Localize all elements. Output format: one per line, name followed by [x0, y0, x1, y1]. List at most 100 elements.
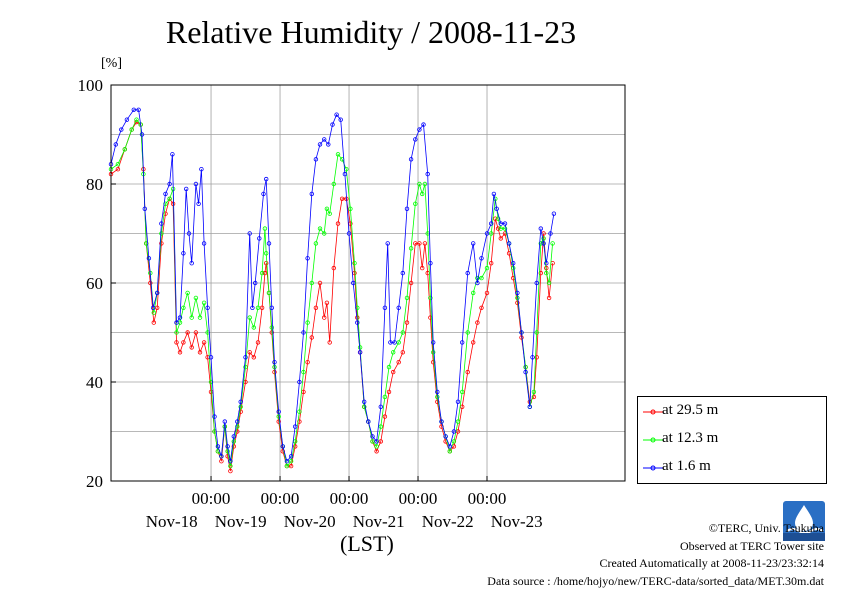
data-point — [425, 171, 430, 177]
data-point — [484, 231, 490, 236]
data-point — [259, 305, 265, 310]
data-point — [374, 439, 379, 444]
data-point — [484, 265, 490, 271]
data-point — [159, 231, 164, 236]
y-tick-label: 60 — [86, 274, 103, 293]
day-label: Nov-20 — [284, 512, 336, 531]
data-point — [183, 186, 189, 192]
data-point — [264, 261, 269, 266]
data-point — [280, 449, 285, 454]
data-point — [154, 290, 160, 296]
data-point — [413, 137, 418, 142]
data-point — [243, 355, 248, 360]
data-point — [495, 216, 501, 221]
data-point — [331, 265, 336, 271]
data-point — [370, 434, 375, 439]
data-point — [420, 265, 425, 271]
data-point — [391, 369, 396, 375]
data-point — [538, 270, 543, 276]
y-axis-unit: [%] — [101, 56, 122, 71]
data-point — [317, 226, 323, 231]
data-point — [550, 241, 555, 246]
data-point — [544, 270, 549, 276]
chart-title: Relative Humidity / 2008-11-23 — [165, 14, 577, 50]
data-point — [212, 414, 217, 419]
data-point — [170, 152, 175, 157]
data-point — [443, 434, 448, 439]
data-point — [471, 340, 476, 345]
data-point — [491, 191, 497, 197]
data-point — [154, 305, 160, 310]
data-point — [330, 122, 335, 127]
data-point — [541, 241, 546, 246]
data-point — [417, 181, 422, 187]
data-point — [439, 419, 444, 424]
data-point — [288, 463, 294, 469]
data-point — [167, 196, 172, 201]
data-point — [317, 280, 323, 286]
data-point — [378, 404, 383, 409]
data-point — [201, 241, 207, 246]
legend-marker — [643, 465, 663, 471]
data-point — [326, 142, 331, 147]
data-point — [150, 305, 156, 310]
data-point — [269, 305, 274, 310]
data-point — [313, 157, 319, 162]
data-point — [455, 399, 461, 404]
data-point — [495, 226, 501, 231]
observed-text: Observed at TERC Tower site — [679, 538, 824, 553]
x-tick-label: 00:00 — [261, 489, 300, 508]
data-point — [551, 211, 557, 216]
data-point — [322, 137, 327, 142]
data-point — [382, 394, 388, 400]
data-point — [527, 404, 532, 409]
day-label: Nov-19 — [215, 512, 267, 531]
data-point — [238, 399, 243, 404]
data-point — [196, 201, 201, 206]
data-point — [475, 280, 480, 286]
series-line — [110, 121, 553, 472]
data-point — [146, 256, 152, 261]
data-point — [231, 439, 236, 444]
axes: 20 40 60 80 100 00:00 00:00 00:00 00:00 00:00 Nov-… — [78, 76, 543, 531]
data-point — [498, 226, 503, 231]
data-point — [293, 444, 298, 449]
data-point — [342, 171, 348, 177]
data-point — [538, 241, 543, 246]
data-point — [534, 330, 539, 335]
data-point — [431, 340, 436, 345]
data-point — [250, 305, 255, 310]
terc-logo-icon — [783, 501, 825, 541]
data-point — [413, 241, 418, 246]
data-point — [357, 350, 363, 355]
data-point — [238, 404, 243, 409]
day-label: Nov-22 — [422, 512, 474, 531]
data-point — [421, 122, 426, 127]
data-point — [142, 206, 147, 211]
data-point — [225, 449, 230, 454]
data-point — [404, 320, 410, 325]
data-point — [174, 330, 179, 335]
data-point — [139, 132, 145, 137]
data-point — [420, 191, 425, 197]
series-3 — [108, 107, 557, 464]
data-point — [431, 350, 436, 355]
data-point — [408, 280, 414, 286]
data-point — [447, 449, 452, 454]
data-point — [382, 305, 388, 310]
data-point — [479, 305, 484, 310]
data-point — [305, 360, 310, 365]
data-point — [276, 419, 281, 424]
data-point — [159, 221, 164, 226]
x-tick-label: 00:00 — [192, 489, 231, 508]
data-point — [189, 345, 194, 350]
data-point — [174, 320, 179, 325]
data-point — [231, 444, 236, 449]
data-point — [136, 107, 141, 112]
legend-label: at 1.6 m — [662, 458, 711, 474]
data-point — [301, 330, 306, 335]
data-point — [167, 181, 172, 187]
data-point — [251, 325, 256, 330]
data-point — [222, 419, 227, 424]
data-point — [284, 463, 290, 469]
